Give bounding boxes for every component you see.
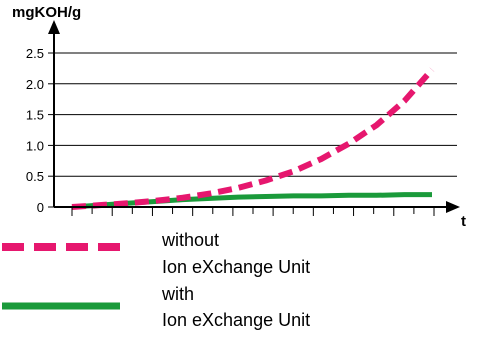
series-layer	[71, 67, 435, 210]
legend-swatch-without-svg	[2, 243, 120, 251]
y-tick-label: 1.5	[26, 108, 44, 123]
legend-label-with-line1: with	[162, 284, 195, 304]
y-tick-label: 2.5	[26, 46, 44, 61]
series-line-0	[71, 67, 435, 210]
legend-swatch-without	[2, 238, 120, 251]
legend-swatch-with-svg	[2, 302, 120, 310]
ticks: 0 0.5 1.0 1.5 2.0 2.5	[26, 46, 435, 216]
x-axis-arrow	[446, 201, 460, 213]
legend-swatch-with	[2, 297, 120, 310]
legend-label-without-line2: Ion eXchange Unit	[162, 257, 311, 277]
y-axis-label: mgKOH/g	[12, 4, 81, 21]
y-tick-label: 2.0	[26, 77, 44, 92]
legend-label-without-line1: without	[162, 230, 220, 250]
y-tick-label: 1.0	[26, 138, 44, 153]
x-axis-label: t	[461, 213, 466, 230]
series-line-1	[71, 192, 432, 210]
y-axis-arrow	[48, 20, 60, 34]
y-tick-label: 0.5	[26, 169, 44, 184]
axes	[48, 20, 460, 213]
grid-lines	[54, 52, 457, 177]
y-tick-label: 0	[37, 200, 44, 215]
legend-label-with-line2: Ion eXchange Unit	[162, 310, 311, 330]
